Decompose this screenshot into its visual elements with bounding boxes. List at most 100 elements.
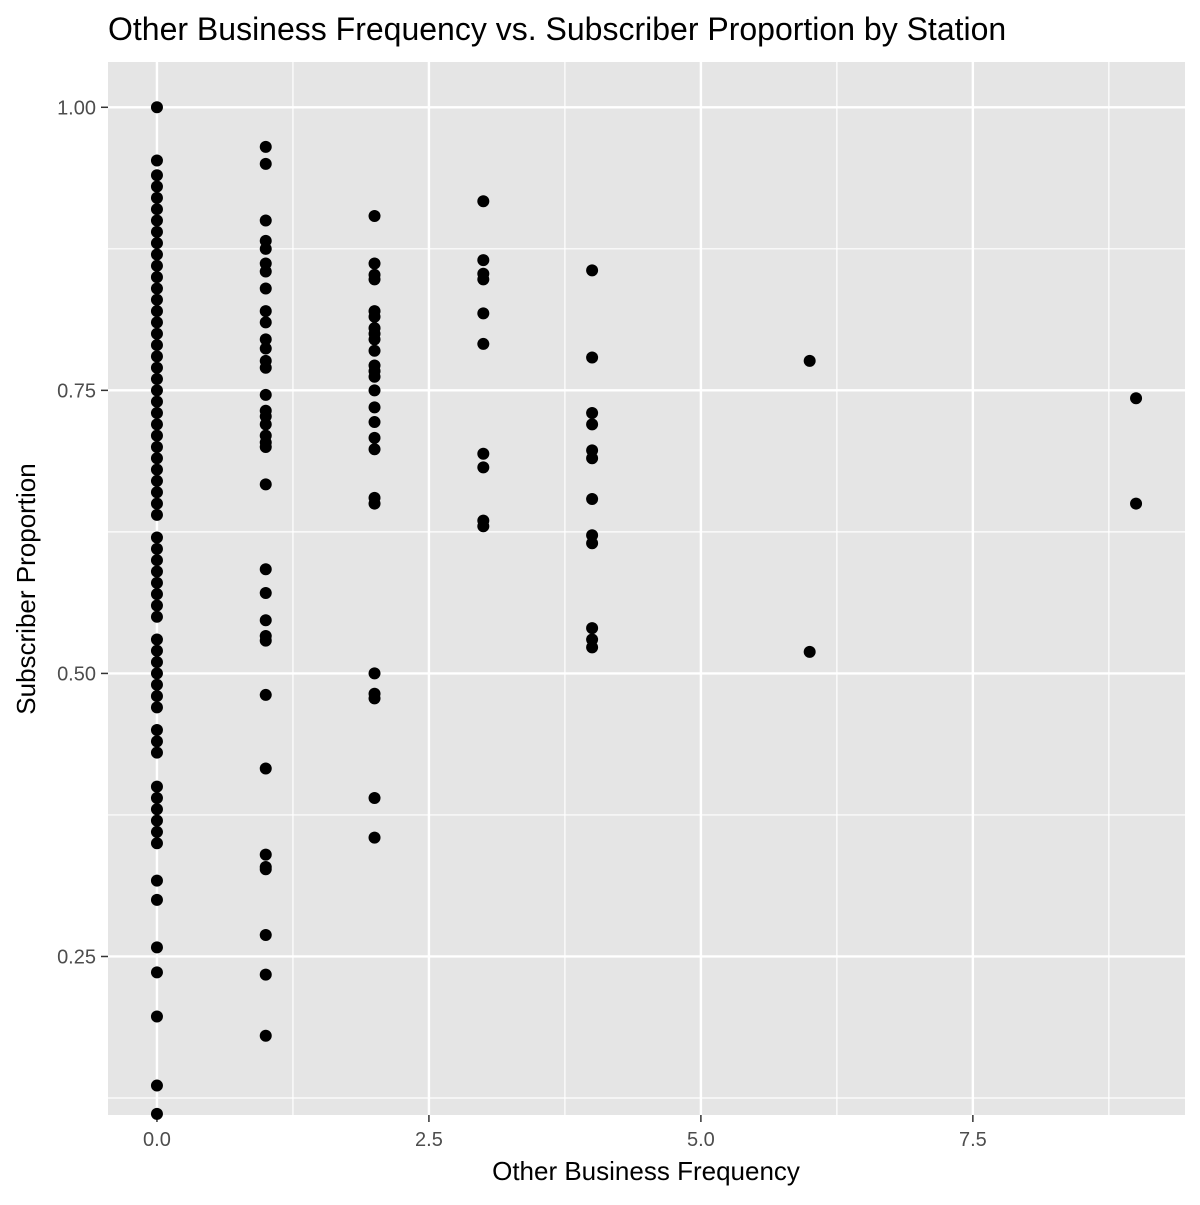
- data-point: [586, 351, 599, 364]
- data-point: [150, 941, 163, 954]
- data-point: [477, 461, 490, 474]
- data-point: [586, 537, 599, 550]
- data-point: [259, 388, 272, 401]
- data-point: [150, 282, 163, 295]
- data-point: [150, 791, 163, 804]
- data-point: [150, 610, 163, 623]
- data-point: [477, 273, 490, 286]
- data-point: [259, 265, 272, 278]
- data-point: [368, 831, 381, 844]
- data-point: [150, 1079, 163, 1092]
- data-point: [150, 588, 163, 601]
- x-tick-label: 2.5: [415, 1129, 443, 1151]
- x-tick-label: 7.5: [959, 1129, 987, 1151]
- x-tick-label: 0.0: [143, 1129, 171, 1151]
- data-point: [150, 293, 163, 306]
- data-point: [150, 339, 163, 352]
- data-point: [150, 440, 163, 453]
- data-point: [803, 354, 816, 367]
- data-point: [150, 271, 163, 284]
- data-point: [150, 554, 163, 567]
- data-point: [150, 814, 163, 827]
- data-point: [150, 497, 163, 510]
- data-point: [259, 1029, 272, 1042]
- data-point: [586, 418, 599, 431]
- data-point: [368, 273, 381, 286]
- data-point: [150, 418, 163, 431]
- data-point: [150, 780, 163, 793]
- data-point: [259, 140, 272, 153]
- data-point: [150, 837, 163, 850]
- data-point: [259, 968, 272, 981]
- y-tick-label: 1.00: [57, 97, 96, 119]
- data-point: [259, 333, 272, 346]
- data-point: [150, 531, 163, 544]
- data-point: [259, 342, 272, 355]
- y-tick-label: 0.75: [57, 380, 96, 402]
- data-point: [150, 214, 163, 227]
- x-axis-label: Other Business Frequency: [492, 1156, 800, 1186]
- data-point: [477, 254, 490, 267]
- data-point: [477, 337, 490, 350]
- data-point: [150, 101, 163, 114]
- plot-panel: [108, 62, 1185, 1115]
- data-point: [150, 154, 163, 167]
- data-point: [259, 242, 272, 255]
- data-point: [368, 257, 381, 270]
- data-point: [150, 169, 163, 182]
- data-point: [259, 157, 272, 170]
- data-point: [259, 305, 272, 318]
- data-point: [150, 893, 163, 906]
- data-point: [150, 746, 163, 759]
- data-point: [586, 452, 599, 465]
- data-point: [150, 463, 163, 476]
- data-point: [368, 370, 381, 383]
- data-point: [586, 641, 599, 654]
- data-point: [150, 565, 163, 578]
- data-point: [150, 874, 163, 887]
- data-point: [259, 440, 272, 453]
- y-axis-ticks: 0.25 0.50 0.75 1.00: [57, 97, 108, 968]
- data-point: [150, 361, 163, 374]
- data-point: [150, 656, 163, 669]
- data-point: [259, 214, 272, 227]
- data-point: [259, 316, 272, 329]
- data-point: [586, 407, 599, 419]
- data-point: [368, 497, 381, 510]
- data-point: [150, 316, 163, 329]
- data-point: [1130, 392, 1143, 405]
- data-point: [259, 478, 272, 491]
- data-point: [368, 791, 381, 804]
- data-point: [150, 305, 163, 318]
- data-point: [150, 180, 163, 193]
- y-axis-label: Subscriber Proportion: [11, 463, 41, 714]
- data-point: [803, 645, 816, 658]
- data-point: [150, 452, 163, 465]
- data-point: [150, 248, 163, 261]
- data-point: [368, 692, 381, 705]
- data-point: [259, 563, 272, 576]
- data-point: [259, 282, 272, 295]
- data-point: [477, 520, 490, 533]
- data-points: [150, 101, 1143, 1120]
- data-point: [259, 762, 272, 775]
- data-point: [150, 407, 163, 419]
- data-point: [368, 209, 381, 222]
- data-point: [150, 237, 163, 250]
- data-point: [259, 614, 272, 627]
- data-point: [150, 599, 163, 612]
- y-tick-label: 0.25: [57, 946, 96, 968]
- data-point: [150, 690, 163, 703]
- data-point: [368, 310, 381, 323]
- data-point: [150, 474, 163, 487]
- data-point: [368, 416, 381, 429]
- data-point: [150, 803, 163, 816]
- data-point: [259, 688, 272, 701]
- data-point: [586, 493, 599, 506]
- chart-title: Other Business Frequency vs. Subscriber …: [108, 11, 1006, 47]
- data-point: [150, 373, 163, 386]
- data-point: [150, 350, 163, 363]
- minor-gridlines: [108, 62, 1185, 1115]
- data-point: [150, 225, 163, 238]
- data-point: [586, 622, 599, 635]
